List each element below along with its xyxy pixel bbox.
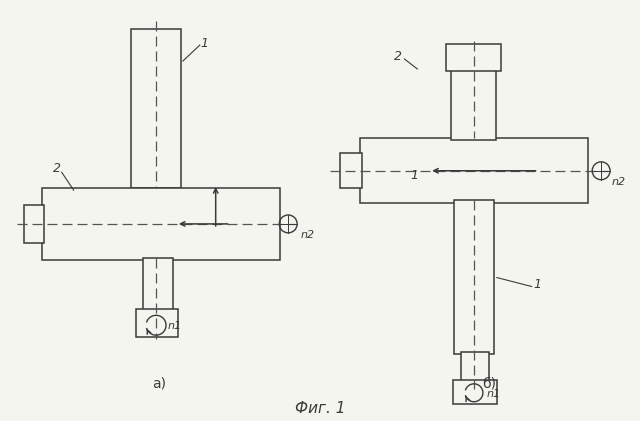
Bar: [131, 29, 181, 188]
Text: n1: n1: [168, 321, 182, 331]
Text: n2: n2: [300, 230, 314, 240]
Bar: [446, 44, 500, 71]
Text: б): б): [482, 377, 496, 391]
Text: 2: 2: [52, 162, 61, 175]
Text: n2: n2: [612, 177, 626, 187]
Bar: [461, 352, 489, 382]
Bar: [360, 139, 588, 203]
Bar: [340, 153, 362, 188]
Bar: [143, 258, 173, 312]
Bar: [136, 309, 178, 337]
Text: Фиг. 1: Фиг. 1: [295, 401, 345, 416]
Bar: [453, 380, 497, 404]
Text: 1: 1: [410, 169, 419, 182]
Text: n1: n1: [487, 389, 501, 399]
Text: 2: 2: [394, 50, 401, 63]
Bar: [454, 200, 494, 354]
Text: 1: 1: [534, 278, 541, 291]
Text: 1: 1: [201, 37, 209, 50]
Text: а): а): [152, 377, 166, 391]
Bar: [451, 69, 496, 141]
Bar: [42, 188, 280, 260]
Bar: [24, 205, 44, 243]
